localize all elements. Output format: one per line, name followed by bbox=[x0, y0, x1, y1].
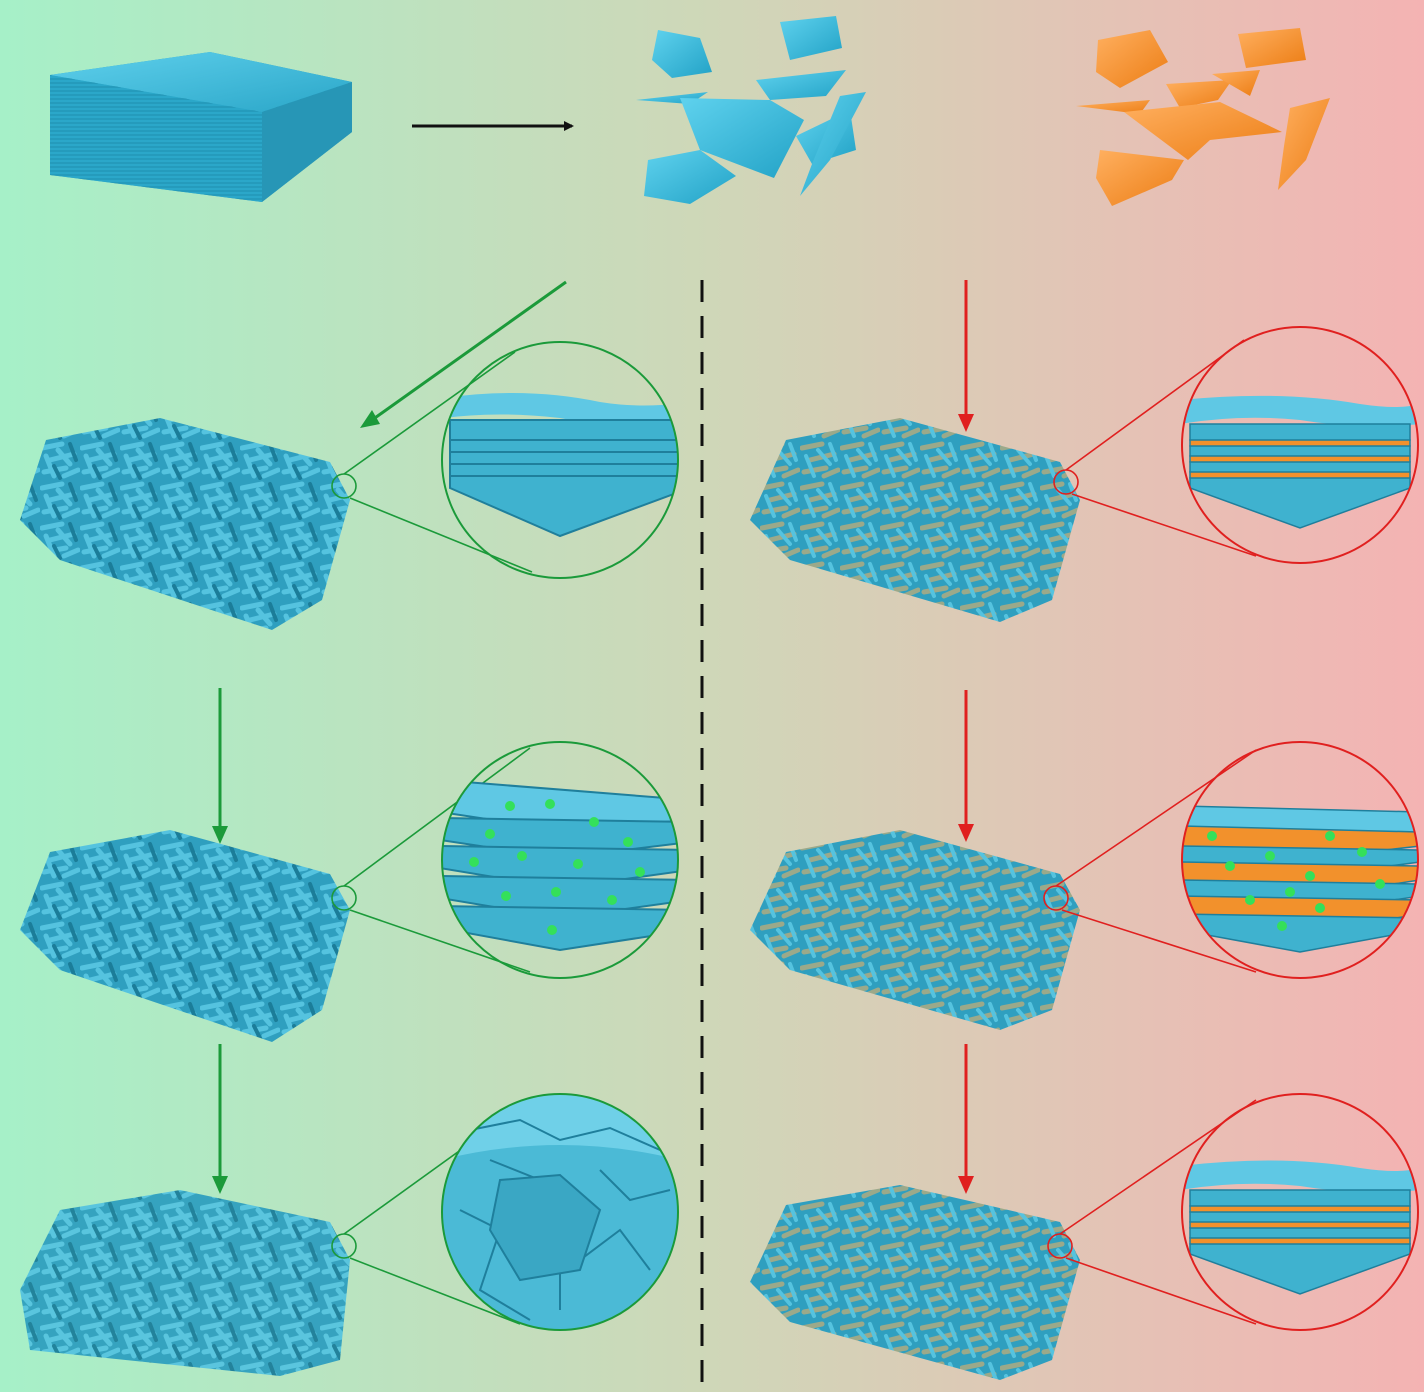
ion-dots bbox=[469, 799, 645, 935]
degraded-electrode bbox=[20, 1190, 350, 1376]
green-arrows bbox=[212, 280, 567, 1194]
coated-ion-intercalated-electrode bbox=[750, 830, 1080, 1030]
ion-intercalated-electrode bbox=[20, 830, 350, 1042]
zoom-layers-coated bbox=[1181, 326, 1419, 564]
pristine-electrode bbox=[20, 418, 350, 630]
red-arrows bbox=[958, 280, 974, 1194]
zoom-cracked-layers bbox=[441, 1093, 679, 1331]
zoom-layers-ions bbox=[441, 741, 679, 979]
zoom-layers-coated-ions bbox=[1181, 741, 1419, 979]
coated-mxene-flakes bbox=[1076, 28, 1330, 206]
coated-electrode bbox=[750, 418, 1080, 622]
zoom-layers-coated-stable bbox=[1181, 1093, 1419, 1331]
exfoliated-mxene-flakes bbox=[636, 16, 866, 204]
coated-stable-electrode bbox=[750, 1185, 1080, 1380]
coated-ion-dots bbox=[1207, 831, 1385, 931]
zoom-layers-pristine bbox=[441, 341, 679, 579]
bulk-mxene-block bbox=[50, 52, 352, 202]
